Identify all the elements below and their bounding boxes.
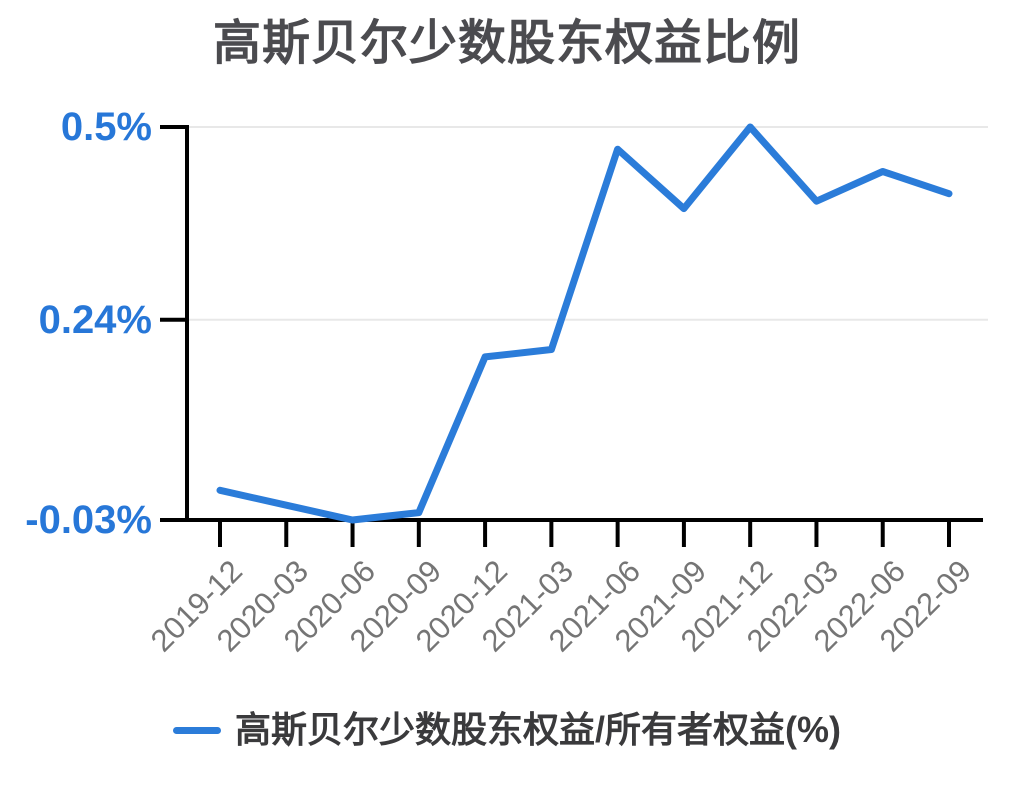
y-tick-label: -0.03% (25, 498, 152, 542)
axis-line (185, 125, 983, 522)
series-line (216, 123, 953, 524)
legend: 高斯贝尔少数股东权益/所有者权益(%) (0, 702, 1014, 758)
legend-label: 高斯贝尔少数股东权益/所有者权益(%) (235, 709, 841, 751)
chart-title: 高斯贝尔少数股东权益比例 (212, 17, 801, 70)
y-tick-label: 0.5% (60, 105, 152, 149)
y-tick-label: 0.24% (38, 297, 152, 342)
legend-line-swatch (173, 726, 221, 734)
